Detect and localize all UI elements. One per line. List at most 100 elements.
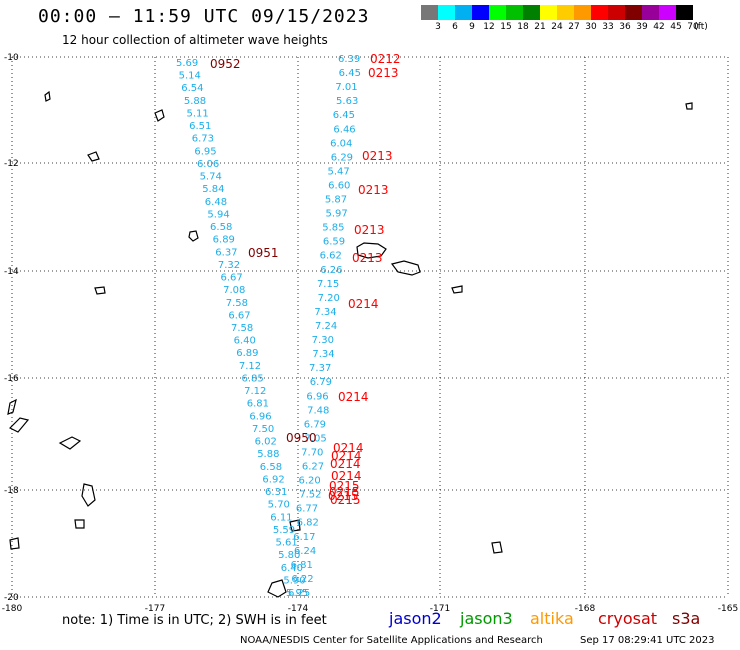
wave-height-label: 6.40 [281, 563, 303, 574]
wave-height-label: 7.01 [335, 82, 357, 93]
lon-label: -165 [718, 604, 738, 614]
axis-labels: -10 -12 -14 -16 -18 -20-180 -177 -174 -171 -168 -1… [2, 53, 738, 614]
legend-swatch [557, 5, 574, 20]
wave-height-label: 6.39 [338, 54, 360, 65]
wave-height-label: 6.48 [205, 197, 227, 208]
legend-swatch [659, 5, 676, 20]
satellite-name: altika [530, 609, 574, 628]
lat-label: -16 [4, 374, 19, 384]
wave-height-label: 5.11 [186, 108, 208, 119]
wave-height-label: 6.04 [330, 138, 352, 149]
wave-height-label: 5.94 [207, 209, 229, 220]
island-samoa-tutuila [390, 260, 421, 276]
time-label: 0214 [330, 457, 361, 471]
island-d [94, 286, 106, 295]
wave-height-label: 7.12 [239, 361, 261, 372]
wave-height-label: 6.59 [323, 237, 345, 248]
lat-label: -12 [4, 159, 19, 169]
wave-height-label: 5.70 [268, 500, 290, 511]
island-n [9, 537, 20, 550]
island-wallis [188, 230, 199, 242]
legend-label: (ft) [694, 22, 708, 32]
lon-label: -174 [288, 604, 309, 614]
color-scale-legend [421, 5, 693, 21]
legend-swatch [608, 5, 625, 20]
legend-swatch [676, 5, 693, 20]
time-label: 0212 [370, 52, 401, 66]
wave-height-label: 5.47 [327, 166, 349, 177]
wave-height-label: 6.22 [291, 574, 313, 585]
footer-note: note: 1) Time is in UTC; 2) SWH is in fe… [62, 613, 327, 628]
wave-height-label: 6.92 [262, 474, 284, 485]
wave-height-label: 5.97 [326, 209, 348, 220]
legend-swatch [642, 5, 659, 20]
wave-height-label: 7.34 [312, 349, 334, 360]
wave-height-label: 6.40 [234, 336, 256, 347]
wave-height-label: 6.62 [320, 251, 342, 262]
map-grid [11, 56, 729, 598]
wave-height-label: 6.58 [210, 222, 232, 233]
time-label: 0214 [331, 469, 362, 483]
wave-height-label: 7.12 [244, 386, 266, 397]
time-label: 0952 [210, 57, 241, 71]
wave-height-label: 6.96 [249, 411, 271, 422]
island-a [154, 109, 165, 122]
lat-label: -14 [4, 267, 19, 277]
page-title: 00:00 — 11:59 UTC 09/15/2023 [38, 6, 370, 27]
wave-height-label: 5.90 [283, 575, 305, 586]
wave-height-label: 5.85 [322, 223, 344, 234]
legend-label: 15 [500, 22, 512, 32]
wave-height-label: 7.34 [314, 307, 336, 318]
wave-height-label: 6.81 [247, 399, 269, 410]
wave-height-label: 5.61 [276, 538, 298, 549]
wave-height-label: 7.24 [315, 321, 337, 332]
wave-height-label: 7.30 [312, 335, 334, 346]
time-label: 0214 [348, 297, 379, 311]
wave-height-label: 7.37 [309, 363, 331, 374]
legend-label: 24 [551, 22, 563, 32]
island-e [451, 285, 463, 294]
island-l [267, 579, 287, 598]
legend-swatch [540, 5, 557, 20]
legend-label: 70 [687, 22, 699, 32]
wave-height-label: 6.82 [297, 518, 319, 529]
wave-height-label: 6.17 [293, 532, 315, 543]
legend-swatch [574, 5, 591, 20]
wave-height-label: 6.89 [236, 348, 258, 359]
wave-height-label: 6.67 [228, 310, 250, 321]
wave-height-label: 6.85 [241, 373, 263, 384]
wave-height-label: 7.70 [301, 447, 323, 458]
wave-height-label: 7.58 [231, 323, 253, 334]
wave-height-label: 7.15 [317, 279, 339, 290]
legend-label: 21 [534, 22, 546, 32]
wave-height-label: 5.63 [336, 96, 358, 107]
island-j [289, 519, 301, 532]
satellite-name: cryosat [598, 609, 658, 628]
wave-height-label: 6.79 [310, 377, 332, 388]
wave-height-label: 7.58 [226, 298, 248, 309]
track-time-labels: 0952095109500212021302130213021302130214… [210, 52, 401, 507]
satellite-name: jason3 [460, 609, 513, 628]
track-b-wave-labels: 6.39 6.45 7.01 5.63 6.45 6.46 6.04 6.29 5.47 6.60… [288, 54, 361, 599]
wave-height-label: 6.31 [265, 487, 287, 498]
wave-height-label: 6.79 [304, 419, 326, 430]
time-label: 0214 [333, 441, 364, 455]
wave-height-label: 6.20 [299, 476, 321, 487]
time-label: 0213 [362, 149, 393, 163]
island-samoa-upolu [356, 242, 387, 259]
wave-height-label: 6.27 [302, 462, 324, 473]
track-a-wave-labels: 5.695.146.545.885.116.516.736.956.065.74… [176, 58, 308, 599]
time-label: 0214 [338, 390, 369, 404]
wave-height-label: 6.81 [291, 560, 313, 571]
wave-height-label: 5.84 [202, 184, 224, 195]
wave-height-label: 7.50 [252, 424, 274, 435]
legend-label: 6 [452, 22, 458, 32]
wave-height-label: 6.77 [296, 504, 318, 515]
island-k [491, 541, 503, 554]
island-m [685, 102, 693, 110]
wave-height-label: 7.05 [304, 433, 326, 444]
island-i [81, 483, 96, 507]
time-label: 0950 [286, 431, 317, 445]
satellite-name: jason2 [389, 609, 442, 628]
